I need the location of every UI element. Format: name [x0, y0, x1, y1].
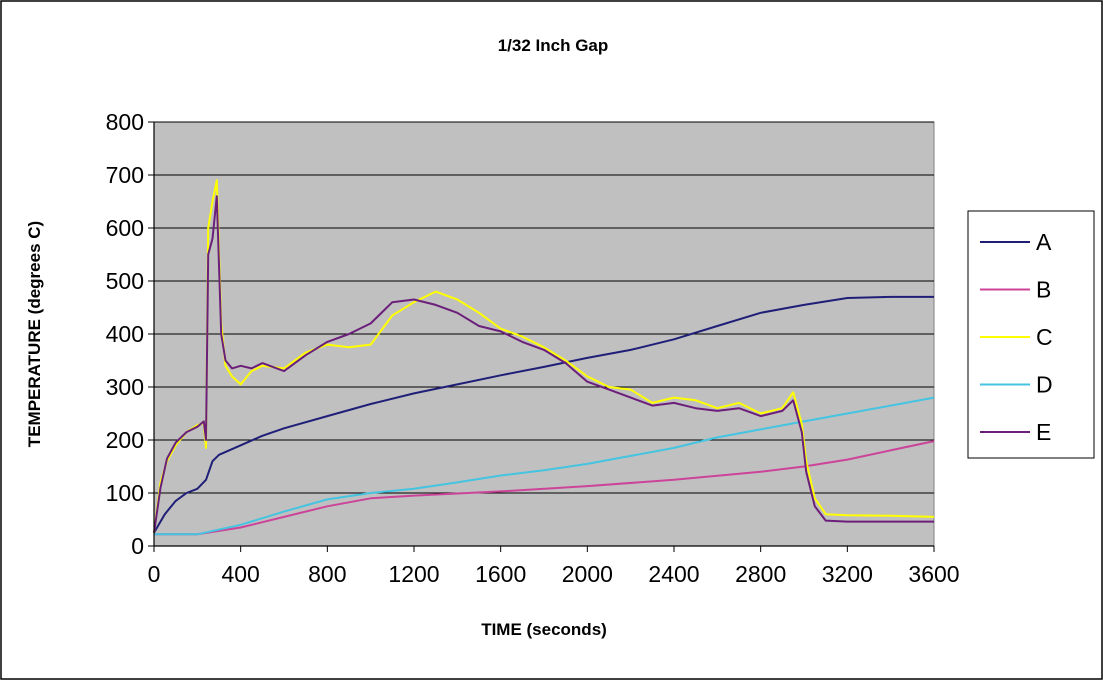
- x-tick-label: 1600: [475, 561, 526, 587]
- x-tick-label: 2800: [735, 561, 786, 587]
- y-tick-label: 600: [106, 215, 144, 241]
- series-line-a: [153, 295, 934, 534]
- y-tick-label: 500: [106, 268, 144, 294]
- y-tick-label: 300: [106, 374, 144, 400]
- y-tick-label: 200: [106, 427, 144, 453]
- legend-label-b: B: [1036, 277, 1051, 303]
- tick-labels: 0 100 200 300 400 500 600 700 800 0 400 800 1200 1600…: [106, 109, 960, 587]
- x-tick-label: 800: [308, 561, 346, 587]
- x-tick-label: 400: [221, 561, 259, 587]
- legend-label-e: E: [1036, 419, 1051, 445]
- x-tick-label: 3200: [822, 561, 873, 587]
- y-tick-label: 700: [106, 162, 144, 188]
- y-axis-title: TEMPERATURE (degrees C): [25, 221, 44, 447]
- y-tick-label: 400: [106, 321, 144, 347]
- y-tick-label: 0: [131, 533, 144, 559]
- gridlines: [154, 121, 934, 494]
- series-lines: [153, 179, 935, 536]
- x-tick-label: 0: [148, 561, 161, 587]
- y-tick-label: 100: [106, 480, 144, 506]
- legend-label-c: C: [1036, 324, 1053, 350]
- legend-label-a: A: [1036, 229, 1052, 255]
- x-tick-label: 2000: [562, 561, 613, 587]
- x-tick-label: 3600: [908, 561, 959, 587]
- legend-label-d: D: [1036, 372, 1053, 398]
- series-line-b: [154, 440, 935, 536]
- x-tick-label: 2400: [648, 561, 699, 587]
- series-line-e: [153, 195, 934, 533]
- legend-box: [967, 210, 1095, 459]
- y-tick-label: 800: [106, 109, 144, 135]
- series-line-c: [153, 179, 935, 533]
- x-axis-title: TIME (seconds): [481, 620, 607, 639]
- x-tick-label: 1200: [388, 561, 439, 587]
- chart-title: 1/32 Inch Gap: [498, 36, 609, 55]
- series-line-d: [154, 396, 935, 536]
- axes: [148, 121, 935, 552]
